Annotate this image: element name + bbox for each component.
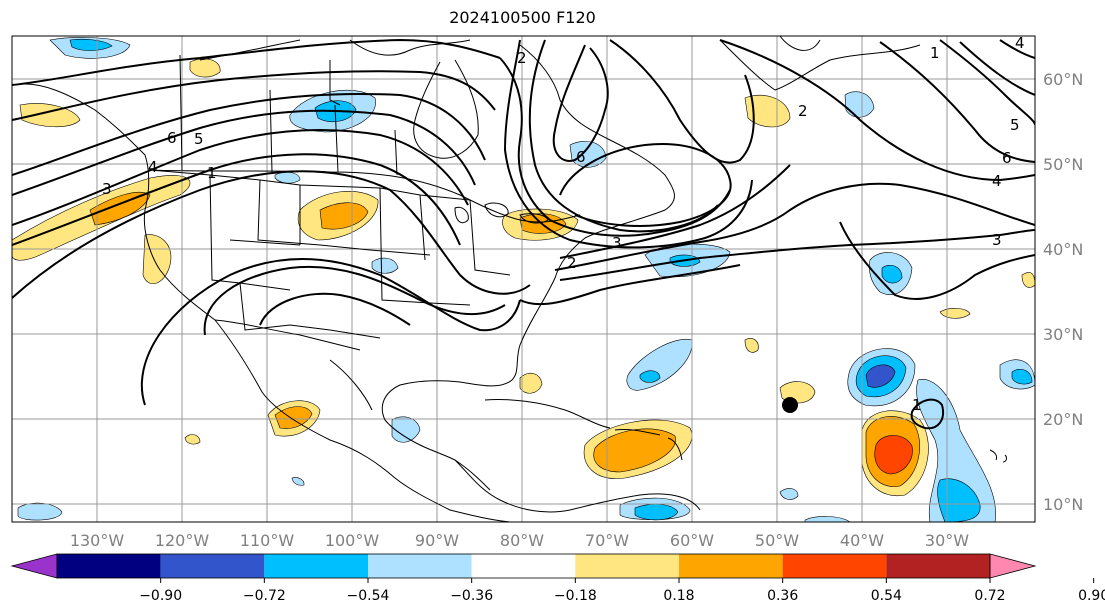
positive-anomaly-small-1 xyxy=(744,338,759,353)
lon-label: 40°W xyxy=(840,531,884,550)
lon-label: 50°W xyxy=(755,531,799,550)
map-title: 2024100500 F120 xyxy=(449,8,596,27)
contour-label: 1 xyxy=(912,396,922,414)
colorbar-segment xyxy=(160,554,265,578)
colorbar-tick-label: −0.72 xyxy=(243,588,286,604)
positive-anomaly-east xyxy=(1021,272,1035,288)
lat-label: 60°N xyxy=(1043,70,1083,89)
contour-label: 6 xyxy=(1002,149,1012,167)
lat-label: 30°N xyxy=(1043,325,1083,344)
lat-label: 10°N xyxy=(1043,495,1083,514)
negative-anomaly-azores-core xyxy=(881,265,903,284)
colorbar-tick-label: −0.90 xyxy=(139,588,182,604)
contour-label: 5 xyxy=(1010,116,1020,134)
contour-label: 2 xyxy=(517,49,527,67)
contour-label: 5 xyxy=(194,130,204,148)
colorbar-segments xyxy=(10,553,1037,579)
colorbar-tick-label: −0.18 xyxy=(554,588,597,604)
positive-anomaly-east-atlantic-core xyxy=(874,435,913,475)
colorbar-segment xyxy=(782,554,887,578)
negative-anomaly-small-4 xyxy=(779,488,799,500)
colorbar-tick-label: 0.72 xyxy=(974,588,1005,604)
colorbar-outline xyxy=(56,553,991,579)
negative-anomaly-subtropic-core xyxy=(639,370,661,383)
colorbar-ticks: −0.90 −0.72 −0.54 −0.36 −0.18 0.18 0.36 0.54 0.7… xyxy=(139,578,1105,604)
lon-label: 120°W xyxy=(155,531,210,550)
colorbar-extend-low xyxy=(10,553,58,579)
lon-label: 60°W xyxy=(670,531,714,550)
contour-label: 1 xyxy=(207,164,217,182)
lon-label: 30°W xyxy=(925,531,969,550)
negative-anomaly-northwest-core xyxy=(69,38,113,51)
negative-anomaly-east-3-core xyxy=(1011,369,1033,385)
contour-label: 4 xyxy=(992,172,1002,190)
map-frame xyxy=(11,35,1036,523)
contour-label: 3 xyxy=(102,180,112,198)
lat-label: 50°N xyxy=(1043,155,1083,174)
colorbar-segment xyxy=(368,554,472,578)
lon-label: 110°W xyxy=(240,531,295,550)
storm-position-marker xyxy=(782,397,798,413)
colorbar-segment xyxy=(886,554,990,578)
colorbar-segment xyxy=(575,554,679,578)
lat-label: 40°N xyxy=(1043,240,1083,259)
positive-anomaly-california xyxy=(142,234,172,284)
negative-anomaly-east-2-core xyxy=(937,478,981,522)
contour-label: 4 xyxy=(1015,34,1025,52)
positive-anomaly-plains-core xyxy=(319,202,369,230)
positive-anomaly-small-3 xyxy=(184,434,201,445)
negative-anomaly-small-5 xyxy=(804,516,851,522)
height-contours xyxy=(12,38,1035,430)
lon-label: 100°W xyxy=(325,531,380,550)
lon-label: 130°W xyxy=(70,531,125,550)
contour-label: 2 xyxy=(567,254,577,272)
contour-label: 6 xyxy=(576,148,586,166)
positive-anomaly-labrador-sea xyxy=(744,94,791,128)
colorbar-tick-label: −0.36 xyxy=(450,588,493,604)
lat-label: 20°N xyxy=(1043,410,1083,429)
contour-label: 3 xyxy=(992,231,1002,249)
positive-anomaly-pacific-core xyxy=(89,192,151,226)
positive-anomaly-mexico-core xyxy=(274,406,313,429)
coastlines xyxy=(14,36,1007,522)
positive-anomaly-caribbean-core xyxy=(593,428,676,473)
latitude-labels: 60°N 50°N 40°N 30°N 20°N 10°N xyxy=(1043,70,1083,514)
colorbar-segment xyxy=(471,554,576,578)
colorbar-segment xyxy=(264,554,368,578)
colorbar-segment xyxy=(679,554,783,578)
contour-label: 4 xyxy=(148,158,158,176)
contour-label: 2 xyxy=(798,102,808,120)
negative-anomaly-gulf xyxy=(391,416,421,443)
contour-labels: 3 4 5 6 1 6 3 2 2 1 2 3 4 5 6 1 4 xyxy=(102,34,1025,414)
contour-label: 6 xyxy=(167,129,177,147)
negative-anomaly-small-6 xyxy=(291,477,305,486)
colorbar-tick-label: 0.54 xyxy=(871,588,902,604)
positive-anomaly-bahamas xyxy=(519,372,543,394)
negative-anomaly-east-2 xyxy=(916,379,996,522)
contour-label: 3 xyxy=(612,234,622,252)
longitude-labels: 130°W 120°W 110°W 100°W 90°W 80°W 70°W 6… xyxy=(70,531,969,550)
colorbar-tick-label: 0.36 xyxy=(767,588,798,604)
anomaly-shading xyxy=(12,37,1035,522)
positive-anomaly-alaska xyxy=(19,103,81,128)
positive-anomaly-bc xyxy=(189,58,221,78)
contour-label: 1 xyxy=(930,44,940,62)
colorbar-tick-label: 0.18 xyxy=(663,588,694,604)
colorbar-extend-high xyxy=(989,553,1037,579)
lon-label: 70°W xyxy=(585,531,629,550)
negative-anomaly-greenland xyxy=(844,91,875,118)
colorbar-segment xyxy=(57,554,161,578)
lon-label: 90°W xyxy=(415,531,459,550)
colorbar: −0.90 −0.72 −0.54 −0.36 −0.18 0.18 0.36 0.54 0.7… xyxy=(10,553,1105,604)
lon-label: 80°W xyxy=(500,531,544,550)
negative-anomaly-panama-core xyxy=(634,503,679,521)
colorbar-tick-label: 0.90 xyxy=(1078,588,1105,604)
negative-anomaly-east-1-core xyxy=(865,364,896,388)
colorbar-tick-label: −0.54 xyxy=(347,588,390,604)
negative-anomaly-pacific-south xyxy=(17,502,63,521)
